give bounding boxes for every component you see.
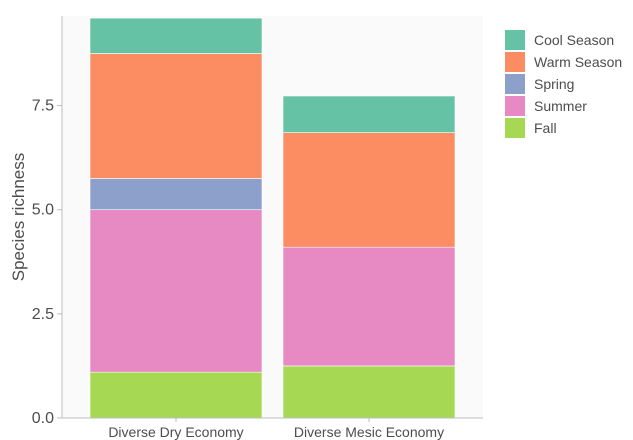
bar-segment-cool-season-2 [282, 95, 456, 133]
legend-key-warm-season [505, 52, 525, 72]
bar-segment-cool-season-1 [89, 17, 263, 54]
bar-segment-summer-1 [89, 209, 263, 373]
y-tick-label: 2.5 [32, 306, 54, 323]
legend-label-warm-season: Warm Season [534, 54, 622, 70]
y-ticks-group: 0.0 2.5 5.0 7.5 [32, 98, 62, 427]
x-tick-label: Diverse Dry Economy [108, 424, 243, 440]
bar-segment-summer-2 [282, 246, 456, 367]
bar-segment-warm-season-2 [282, 132, 456, 248]
legend-label-spring: Spring [534, 76, 574, 92]
bar-segment-fall-1 [89, 371, 263, 419]
x-tick-label: Diverse Mesic Economy [294, 424, 444, 440]
bar-segment-warm-season-1 [89, 53, 263, 179]
legend-key-spring [505, 74, 525, 94]
legend-key-fall [505, 118, 525, 138]
bar-segment-fall-2 [282, 365, 456, 419]
legend-label-summer: Summer [534, 98, 587, 114]
bars-group [89, 17, 456, 419]
y-tick-label: 7.5 [32, 98, 54, 115]
bar-segment-spring-1 [89, 178, 263, 211]
y-axis-title: Species richness [9, 153, 28, 282]
y-tick-label: 5.0 [32, 202, 54, 219]
legend-key-cool-season [505, 30, 525, 50]
legend-key-summer [505, 96, 525, 116]
legend-label-fall: Fall [534, 120, 557, 136]
x-ticks-group: Diverse Dry Economy Diverse Mesic Economy [108, 418, 444, 440]
legend: Cool Season Warm Season Spring Summer Fall [505, 30, 622, 138]
legend-label-cool-season: Cool Season [534, 32, 614, 48]
y-tick-label: 0.0 [32, 410, 54, 427]
